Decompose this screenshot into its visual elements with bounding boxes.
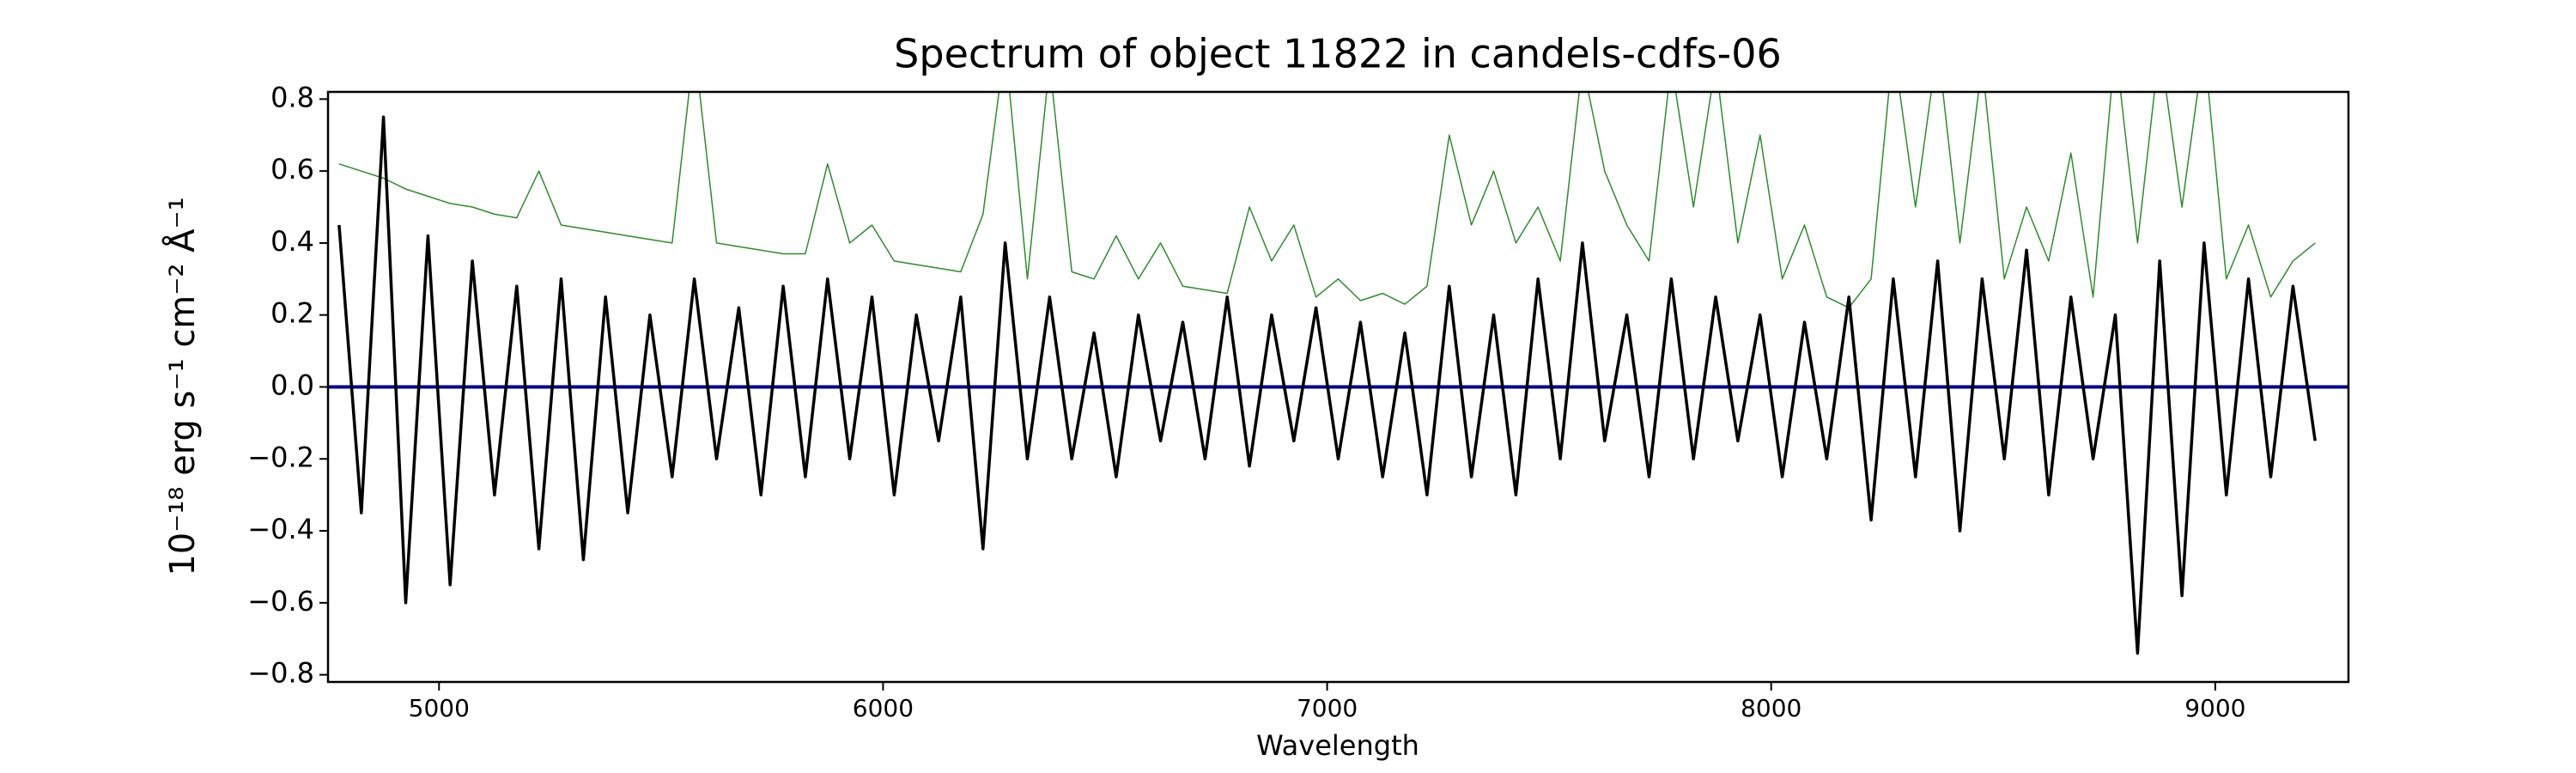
series-line [337,115,2317,655]
y-tick-label: −0.2 [247,441,314,473]
x-tick-label: 6000 [853,694,914,722]
x-tick-label: 9000 [2184,694,2245,722]
y-tick-label: −0.6 [247,585,314,618]
y-tick-label: 0.8 [270,81,314,113]
y-axis-label: 10⁻¹⁸ erg s⁻¹ cm⁻² Å⁻¹ [161,197,203,575]
plot-area [328,92,2348,655]
y-tick-label: 0.6 [270,153,314,186]
x-axis-label: Wavelength [1256,729,1419,762]
y-tick-label: 0.2 [270,297,314,330]
y-tick-label: −0.4 [247,513,314,545]
series-line [338,92,2316,309]
chart-title: Spectrum of object 11822 in candels-cdfs… [894,31,1782,77]
x-tick-label: 5000 [409,694,470,722]
x-tick-label: 8000 [1741,694,1801,722]
y-tick-label: 0.0 [270,369,314,402]
x-tick-label: 7000 [1297,694,1358,722]
y-tick-label: 0.4 [270,225,314,258]
y-tick-label: −0.8 [247,657,314,690]
